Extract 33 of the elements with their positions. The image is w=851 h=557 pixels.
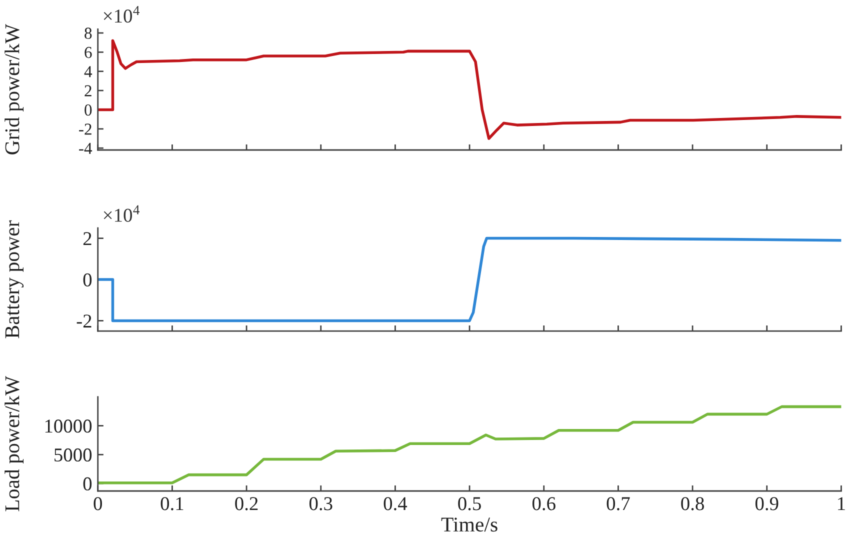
x-tick-label: 0.3 (309, 497, 332, 510)
x-tick-label: 0.5 (458, 497, 481, 510)
x-tick-label: 0 (94, 497, 102, 510)
y-tick-label: -2 (79, 124, 92, 135)
y-axis-title: Battery power (5, 220, 24, 338)
x-tick-label: 1 (838, 497, 845, 510)
line-series (98, 405, 842, 484)
text: ×10$^{4}$ (104, 205, 140, 222)
y-tick-label: 6 (84, 46, 92, 58)
y-tick-label: 0 (83, 273, 92, 286)
x-tick-label: 0.2 (235, 497, 258, 510)
x-axis-title: Time/s (441, 518, 498, 532)
y-tick-label: 2 (83, 232, 92, 246)
y-tick-label: 10000 (45, 420, 92, 433)
y-tick-label: 0 (83, 477, 92, 490)
y-tick-label: 5000 (54, 448, 92, 462)
x-tick-label: 0.4 (384, 497, 408, 510)
x-tick-label: 0.8 (681, 497, 704, 510)
x-tick-label: 0.7 (606, 497, 630, 510)
y-tick-label: 4 (84, 66, 92, 78)
y-tick-label: 0 (84, 104, 92, 116)
x-tick-label: 0.6 (532, 497, 556, 510)
y-tick-label: 8 (84, 28, 92, 39)
line-series (98, 236, 842, 322)
y-tick-label: -2 (76, 314, 92, 328)
y-tick-label: -4 (79, 142, 92, 154)
y-axis-title: Load power/kW (4, 376, 24, 512)
y-axis-title: Grid power/kW (4, 24, 24, 154)
line-series (98, 39, 842, 140)
text: ×10$^{4}$ (104, 6, 140, 23)
y-tick-label: 2 (84, 85, 92, 96)
x-tick-label: 0.1 (160, 497, 184, 510)
x-tick-label: 0.9 (755, 497, 778, 510)
